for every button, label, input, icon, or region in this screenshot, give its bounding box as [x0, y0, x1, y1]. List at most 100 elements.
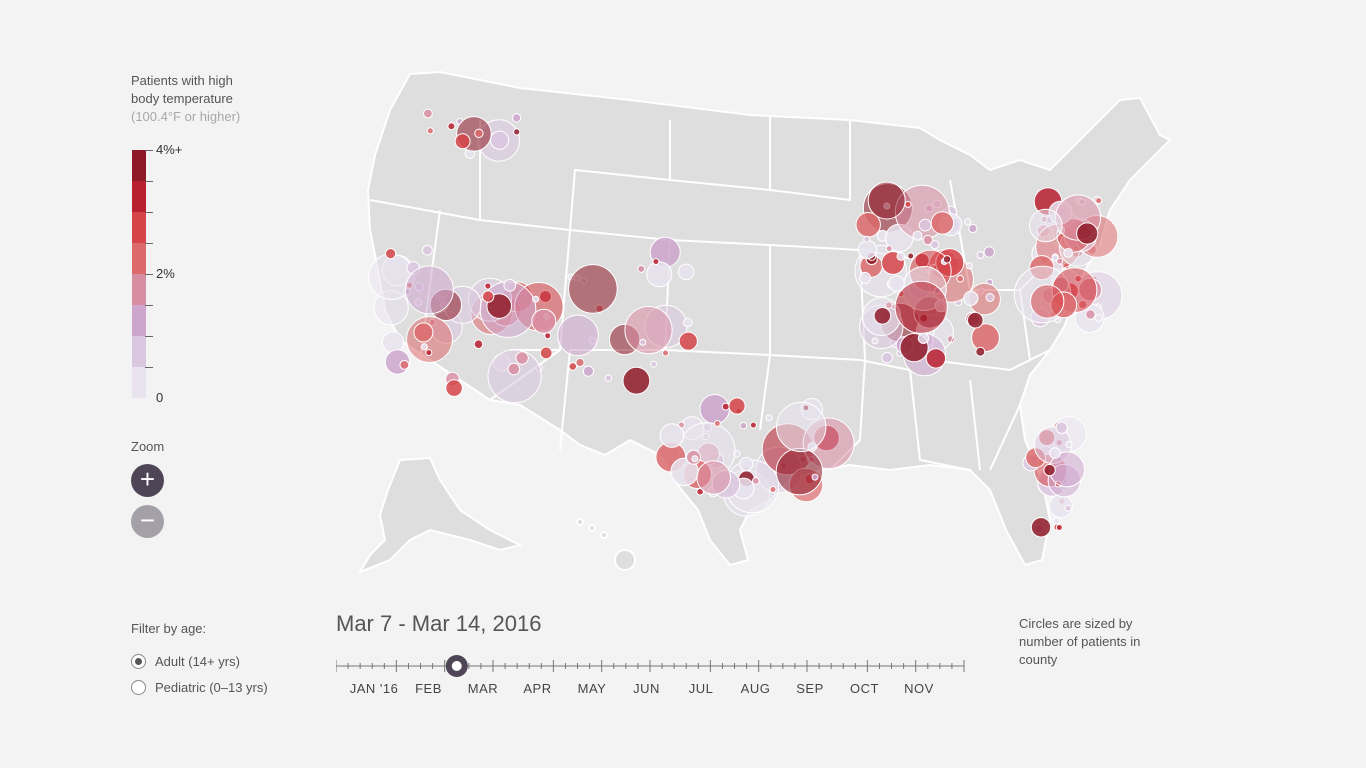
county-bubble[interactable]	[765, 414, 773, 422]
county-bubble[interactable]	[445, 379, 463, 397]
county-bubble[interactable]	[859, 271, 871, 284]
county-bubble[interactable]	[894, 280, 948, 334]
county-bubble[interactable]	[399, 360, 410, 370]
zoom-in-button[interactable]: +	[131, 464, 164, 497]
county-bubble[interactable]	[918, 218, 932, 232]
county-bubble[interactable]	[1055, 421, 1068, 434]
county-bubble[interactable]	[739, 456, 754, 472]
county-bubble[interactable]	[1055, 524, 1063, 531]
county-bubble[interactable]	[896, 252, 906, 261]
county-bubble[interactable]	[473, 339, 484, 350]
county-bubble[interactable]	[385, 248, 397, 260]
timeline-month-label[interactable]: FEB	[415, 681, 442, 696]
county-bubble[interactable]	[568, 362, 578, 371]
county-bubble[interactable]	[624, 306, 673, 355]
county-bubble[interactable]	[775, 447, 824, 496]
county-bubble[interactable]	[652, 258, 660, 266]
county-bubble[interactable]	[1052, 517, 1061, 525]
county-bubble[interactable]	[968, 223, 978, 234]
county-bubble[interactable]	[682, 317, 693, 328]
county-bubble[interactable]	[413, 322, 434, 343]
county-bubble[interactable]	[749, 421, 757, 429]
county-bubble[interactable]	[422, 244, 433, 256]
county-bubble[interactable]	[1064, 504, 1072, 512]
timeline-month-label[interactable]: OCT	[850, 681, 879, 696]
county-bubble[interactable]	[925, 348, 947, 369]
county-bubble[interactable]	[867, 181, 906, 220]
county-bubble[interactable]	[963, 290, 979, 306]
us-map[interactable]	[330, 60, 1190, 585]
timeline-handle[interactable]	[445, 655, 468, 677]
county-bubble[interactable]	[1043, 463, 1056, 477]
county-bubble[interactable]	[975, 346, 986, 357]
county-bubble[interactable]	[713, 420, 721, 427]
county-bubble[interactable]	[481, 290, 495, 303]
county-bubble[interactable]	[1065, 440, 1073, 449]
county-bubble[interactable]	[873, 307, 892, 325]
county-bubble[interactable]	[490, 130, 510, 150]
county-bubble[interactable]	[967, 311, 984, 329]
county-bubble[interactable]	[420, 343, 428, 351]
radio-adult[interactable]	[131, 654, 146, 669]
county-bubble[interactable]	[857, 240, 878, 260]
county-bubble[interactable]	[965, 262, 973, 270]
county-bubble[interactable]	[976, 251, 985, 260]
county-bubble[interactable]	[1095, 197, 1103, 205]
county-bubble[interactable]	[769, 486, 777, 493]
county-bubble[interactable]	[639, 338, 647, 346]
county-bubble[interactable]	[646, 261, 673, 288]
county-bubble[interactable]	[776, 401, 827, 453]
county-bubble[interactable]	[515, 351, 529, 365]
timeline-month-label[interactable]: JUN	[633, 681, 660, 696]
county-bubble[interactable]	[426, 127, 434, 135]
county-bubble[interactable]	[964, 218, 972, 226]
county-bubble[interactable]	[1051, 254, 1059, 262]
county-bubble[interactable]	[1049, 447, 1061, 459]
timeline-month-label[interactable]: MAR	[467, 681, 499, 696]
county-bubble[interactable]	[544, 332, 552, 340]
county-bubble[interactable]	[1094, 314, 1103, 322]
county-bubble[interactable]	[1085, 309, 1096, 320]
county-bubble[interactable]	[930, 211, 955, 235]
county-bubble[interactable]	[539, 346, 553, 360]
county-bubble[interactable]	[942, 255, 952, 264]
county-bubble[interactable]	[888, 275, 905, 292]
county-bubble[interactable]	[863, 235, 871, 243]
county-bubble[interactable]	[678, 331, 698, 351]
county-bubble[interactable]	[721, 402, 730, 411]
county-bubble[interactable]	[971, 323, 1000, 353]
county-bubble[interactable]	[912, 230, 923, 241]
county-bubble[interactable]	[677, 263, 695, 281]
county-bubble[interactable]	[484, 282, 492, 290]
county-bubble[interactable]	[907, 252, 915, 260]
county-bubble[interactable]	[904, 200, 912, 208]
county-bubble[interactable]	[956, 274, 965, 283]
timeline-month-label[interactable]: APR	[523, 681, 552, 696]
county-bubble[interactable]	[691, 455, 699, 463]
county-bubble[interactable]	[917, 332, 930, 344]
county-bubble[interactable]	[1056, 257, 1064, 265]
timeline-month-label[interactable]: JAN '16	[349, 681, 399, 696]
county-bubble[interactable]	[532, 295, 540, 303]
county-bubble[interactable]	[622, 366, 651, 395]
county-bubble[interactable]	[659, 423, 685, 448]
county-bubble[interactable]	[881, 351, 894, 364]
county-bubble[interactable]	[487, 349, 542, 404]
county-bubble[interactable]	[454, 133, 471, 150]
county-bubble[interactable]	[728, 397, 746, 415]
zoom-out-button[interactable]: −	[131, 505, 164, 538]
timeline-month-label[interactable]: NOV	[904, 681, 934, 696]
county-bubble[interactable]	[575, 357, 585, 368]
timeline-slider[interactable]	[336, 652, 966, 702]
county-bubble[interactable]	[513, 128, 521, 136]
county-bubble[interactable]	[474, 128, 484, 139]
county-bubble[interactable]	[696, 460, 732, 495]
timeline-month-label[interactable]: AUG	[740, 681, 771, 696]
county-bubble[interactable]	[983, 246, 995, 258]
county-bubble[interactable]	[1030, 284, 1065, 319]
county-bubble[interactable]	[512, 113, 522, 123]
county-bubble[interactable]	[650, 360, 658, 368]
county-bubble[interactable]	[405, 265, 454, 315]
county-bubble[interactable]	[507, 362, 521, 376]
county-bubble[interactable]	[423, 108, 433, 119]
